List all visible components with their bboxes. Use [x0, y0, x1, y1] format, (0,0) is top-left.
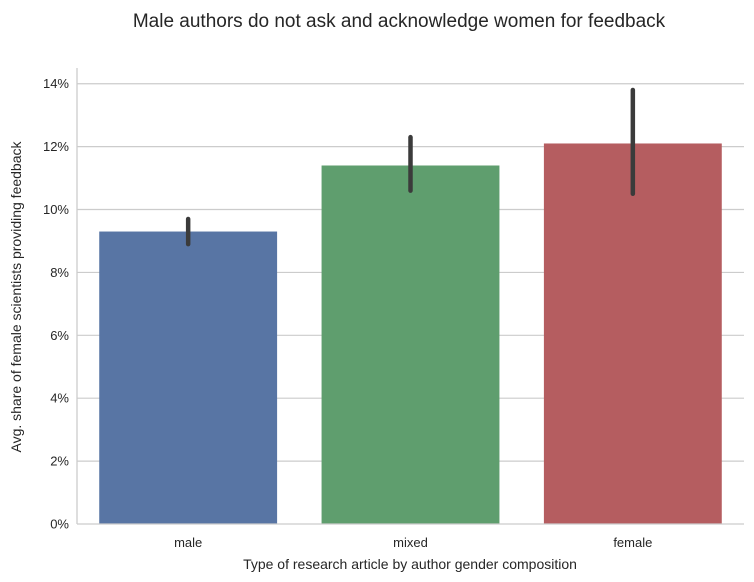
y-tick-label: 0% [50, 517, 69, 532]
chart-title: Male authors do not ask and acknowledge … [133, 11, 666, 32]
y-tick-label: 4% [50, 391, 69, 406]
y-tick-label: 10% [43, 202, 69, 217]
y-tick-label: 8% [50, 265, 69, 280]
axes [76, 68, 744, 525]
bar-mixed [321, 165, 500, 524]
y-tick-label: 2% [50, 454, 69, 469]
error-bars [185, 87, 636, 247]
bar-male [99, 231, 278, 524]
x-axis-label: Type of research article by author gende… [243, 556, 577, 572]
bars [99, 143, 722, 524]
y-axis-label: Avg. share of female scientists providin… [8, 140, 24, 452]
y-tick-label: 12% [43, 139, 69, 154]
y-tick-label: 6% [50, 328, 69, 343]
x-tick-label: male [174, 535, 202, 550]
x-tick-label: mixed [393, 535, 428, 550]
bar-female [543, 143, 722, 524]
y-tick-label: 14% [43, 76, 69, 91]
x-tick-label: female [613, 535, 652, 550]
y-tick-labels: 0% 2% 4% 6% 8% 10% 12% 14% [43, 76, 69, 531]
x-tick-labels: male mixed female [174, 535, 652, 550]
